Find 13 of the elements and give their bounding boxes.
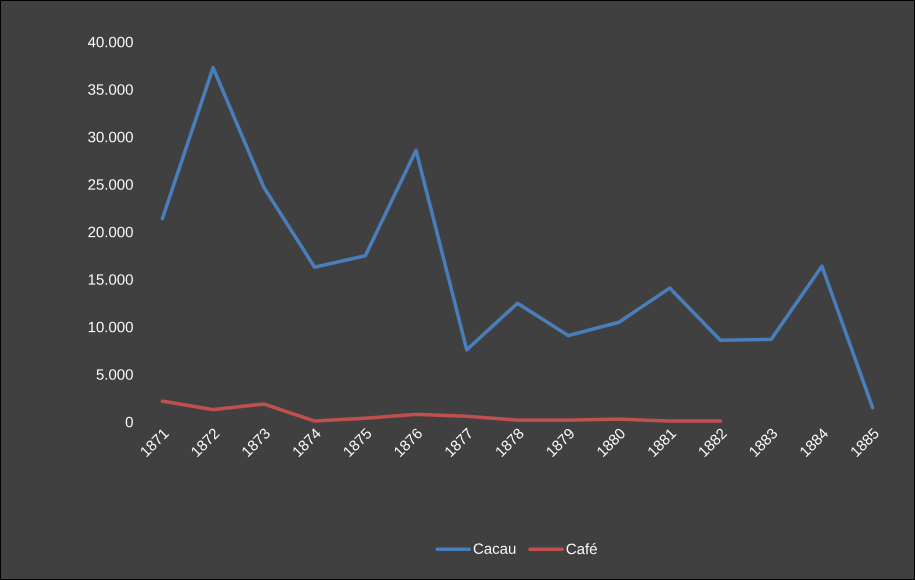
- y-tick-label: 25.000: [88, 179, 133, 190]
- y-tick-label: 20.000: [88, 226, 133, 238]
- y-tick-label: 30.000: [88, 132, 133, 142]
- y-tick-label: 0: [126, 416, 133, 428]
- legend-label: Cacau: [474, 543, 516, 554]
- y-tick-label: 35.000: [88, 84, 133, 95]
- y-tick-label: 5.000: [96, 369, 133, 380]
- line-series: [160, 399, 722, 423]
- line-series: [160, 66, 874, 410]
- y-tick-label: 15.000: [88, 274, 133, 285]
- legend-label: Café: [566, 543, 597, 554]
- y-tick-label: 40.000: [88, 36, 133, 48]
- y-tick-label: 10.000: [88, 322, 133, 332]
